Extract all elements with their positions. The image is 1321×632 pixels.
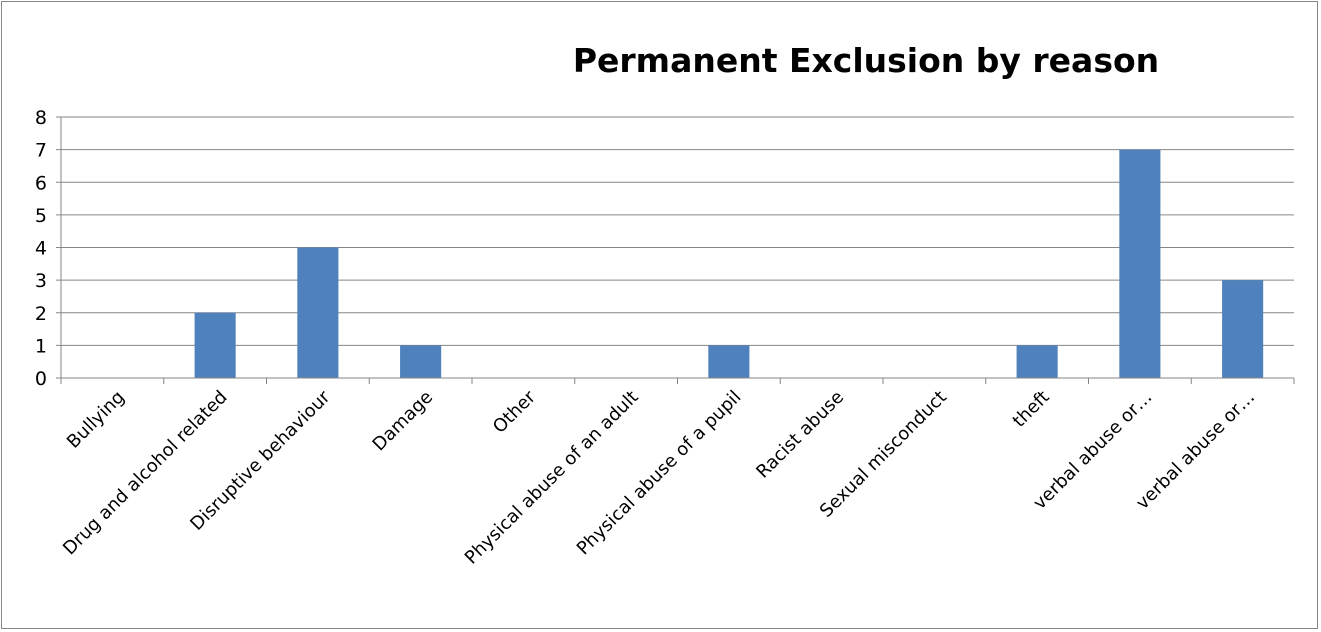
bar xyxy=(297,247,339,378)
x-category-label: Damage xyxy=(369,387,438,456)
x-category-label: Drug and alcohol related xyxy=(59,387,232,560)
y-tick-label: 8 xyxy=(35,107,47,129)
y-tick-label: 0 xyxy=(35,368,47,390)
y-tick-label: 1 xyxy=(35,335,47,357)
bar xyxy=(708,345,750,378)
x-category-label: Bullying xyxy=(63,387,129,453)
y-axis-tick-labels: 0 1 2 3 4 5 6 7 8 xyxy=(35,107,47,390)
x-category-label: theft xyxy=(1009,387,1054,432)
x-category-label: Other xyxy=(489,386,540,437)
bar xyxy=(1119,149,1161,378)
x-category-label: Racist abuse xyxy=(752,387,848,483)
gridlines xyxy=(61,116,1294,346)
y-tick-label: 4 xyxy=(35,238,47,260)
bar xyxy=(194,312,236,378)
y-tick-label: 6 xyxy=(35,172,47,194)
bar xyxy=(400,345,442,378)
y-tick-label: 7 xyxy=(35,140,47,162)
y-tick-label: 3 xyxy=(35,270,47,292)
bar xyxy=(1016,345,1058,378)
bar xyxy=(1222,280,1264,378)
chart-title: Permanent Exclusion by reason xyxy=(573,41,1159,80)
x-category-label: Physical abuse of a pupil xyxy=(573,387,746,560)
y-tick-label: 2 xyxy=(35,303,47,325)
x-category-label: Physical abuse of an adult xyxy=(461,387,643,569)
bar-series xyxy=(194,149,1264,378)
axes xyxy=(56,116,1295,384)
y-tick-label: 5 xyxy=(35,205,47,227)
